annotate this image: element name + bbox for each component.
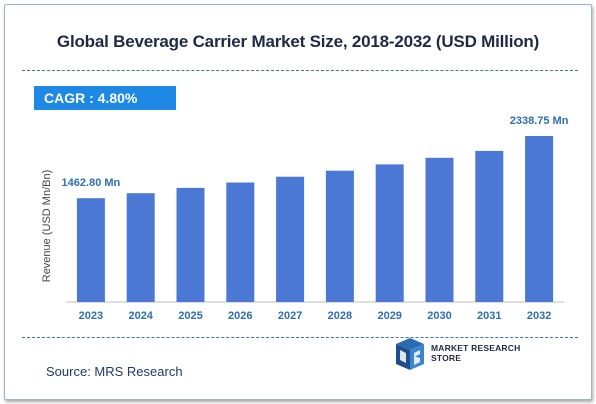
source-text: Source: MRS Research xyxy=(46,364,183,379)
x-tick-label-2029: 2029 xyxy=(377,310,401,322)
x-tick-label-2030: 2030 xyxy=(427,310,451,322)
bar-2026 xyxy=(226,182,255,302)
bar-2024 xyxy=(126,193,155,302)
x-tick-label-2023: 2023 xyxy=(79,310,103,322)
x-tick-label-2024: 2024 xyxy=(128,310,153,322)
footer-divider xyxy=(22,337,578,338)
x-tick-label-2031: 2031 xyxy=(477,310,501,322)
mrs-logo-icon xyxy=(396,338,424,370)
x-tick-label-2032: 2032 xyxy=(527,310,551,322)
bar-2023 xyxy=(76,198,105,302)
x-tick-label-2025: 2025 xyxy=(178,310,202,322)
bar-2027 xyxy=(276,176,305,302)
logo-text: MARKET RESEARCH STORE xyxy=(431,343,521,363)
bar-2028 xyxy=(325,170,354,302)
chart-title: Global Beverage Carrier Market Size, 201… xyxy=(56,32,540,51)
x-tick-label-2028: 2028 xyxy=(328,310,352,322)
bar-2030 xyxy=(425,157,454,302)
data-label-2023: 1462.80 Mn xyxy=(62,177,121,189)
data-label-2032: 2338.75 Mn xyxy=(510,115,569,127)
bar-2032 xyxy=(525,136,554,302)
title-divider xyxy=(22,70,578,71)
y-axis-label: Revenue (USD Mn/Bn) xyxy=(41,170,53,283)
x-tick-label-2027: 2027 xyxy=(278,310,302,322)
bar-2029 xyxy=(375,164,404,302)
cagr-badge: CAGR : 4.80% xyxy=(34,86,176,110)
bar-2025 xyxy=(176,187,205,302)
bar-2031 xyxy=(475,150,504,302)
x-tick-label-2026: 2026 xyxy=(228,310,252,322)
